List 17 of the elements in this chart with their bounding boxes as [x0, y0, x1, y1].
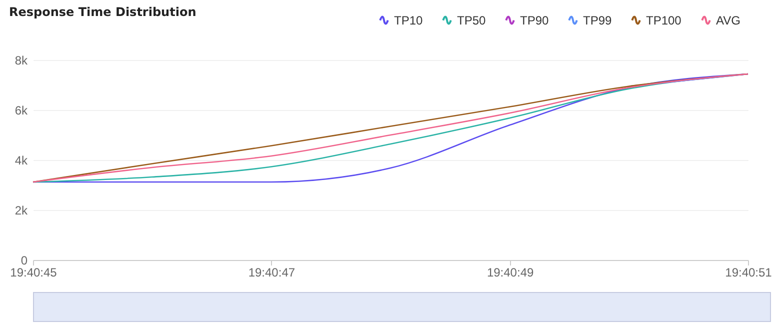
legend-label: TP100	[646, 13, 682, 28]
y-tick-label: 8k	[14, 54, 28, 68]
legend-label: TP90	[520, 13, 550, 28]
x-tick-label: 19:40:45	[10, 266, 58, 280]
line-series	[32, 73, 749, 183]
y-tick-label: 6k	[14, 104, 28, 118]
y-tick-label: 2k	[14, 204, 28, 218]
chart-title: Response Time Distribution	[9, 5, 196, 19]
legend-label: TP10	[394, 13, 424, 28]
legend-label: TP99	[583, 13, 612, 28]
x-tick-label: 19:40:49	[486, 266, 534, 280]
y-tick-label: 0	[20, 254, 28, 268]
legend-label: TP50	[457, 13, 486, 28]
legend-label: AVG	[716, 13, 740, 28]
x-tick-label: 19:40:51	[725, 266, 772, 280]
y-tick-label: 4k	[14, 154, 28, 168]
x-tick-label: 19:40:47	[248, 266, 296, 280]
